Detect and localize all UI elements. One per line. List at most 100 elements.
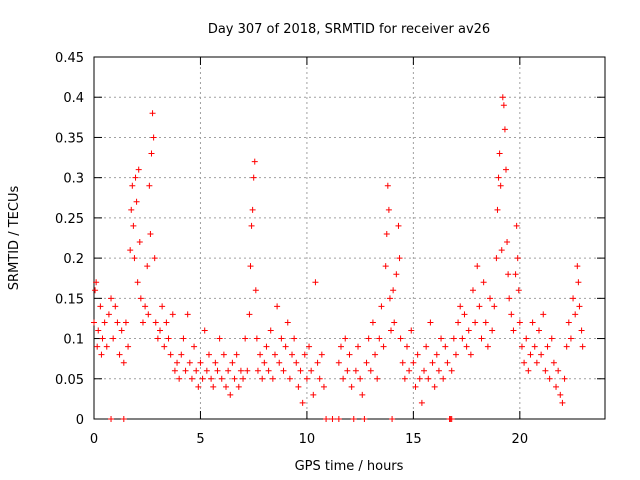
data-point [310, 391, 317, 398]
data-points [91, 94, 586, 422]
data-point [218, 375, 225, 382]
data-point [391, 319, 398, 326]
data-point [401, 375, 408, 382]
data-point [144, 263, 151, 270]
data-point [365, 335, 372, 342]
data-point [555, 367, 562, 374]
data-point [267, 327, 274, 334]
data-point [303, 375, 310, 382]
data-point [229, 359, 236, 366]
data-point [561, 375, 568, 382]
data-point [261, 359, 268, 366]
data-point [146, 182, 153, 189]
data-point [145, 311, 152, 318]
data-point [501, 126, 508, 133]
data-point [193, 367, 200, 374]
data-point [550, 359, 557, 366]
data-point [369, 319, 376, 326]
data-point [496, 150, 503, 157]
data-point [142, 303, 149, 310]
data-point [130, 222, 137, 229]
data-point [247, 263, 254, 270]
data-point [410, 359, 417, 366]
data-point [135, 166, 142, 173]
data-point [265, 367, 272, 374]
data-point [295, 383, 302, 390]
data-point [459, 335, 466, 342]
data-point [240, 375, 247, 382]
data-point [403, 343, 410, 350]
data-point [208, 375, 215, 382]
data-point [484, 343, 491, 350]
data-point [320, 383, 327, 390]
data-point [251, 158, 258, 165]
data-point [169, 311, 176, 318]
data-point [323, 416, 330, 422]
data-point [314, 359, 321, 366]
data-point [257, 351, 264, 358]
data-point [108, 416, 115, 422]
data-point [306, 343, 313, 350]
data-point [444, 359, 451, 366]
data-point [237, 367, 244, 374]
data-point [408, 327, 415, 334]
data-point [99, 335, 106, 342]
data-point [579, 343, 586, 350]
data-point [570, 295, 577, 302]
data-point [504, 239, 511, 246]
data-point [540, 311, 547, 318]
data-point [499, 94, 506, 101]
data-point [372, 351, 379, 358]
data-point [165, 335, 172, 342]
data-point [350, 416, 357, 422]
data-point [118, 327, 125, 334]
data-point [201, 327, 208, 334]
data-point [575, 279, 582, 286]
plot-frame [93, 56, 606, 420]
data-point [474, 263, 481, 270]
data-point [92, 287, 99, 294]
y-axis-label: SRMTID / TECUs [7, 186, 22, 291]
data-point [254, 367, 261, 374]
data-point [284, 319, 291, 326]
data-point [510, 327, 517, 334]
data-point [529, 319, 536, 326]
data-point [101, 319, 108, 326]
data-point [301, 351, 308, 358]
data-point [557, 391, 564, 398]
data-point [249, 206, 256, 213]
chart-title: Day 307 of 2018, SRMTID for receiver av2… [208, 22, 490, 37]
data-point [514, 255, 521, 262]
data-point [149, 110, 156, 117]
x-tick-label: 0 [90, 432, 98, 447]
data-point [210, 383, 217, 390]
data-point [227, 391, 234, 398]
data-point [395, 222, 402, 229]
data-point [182, 367, 189, 374]
data-point [494, 206, 501, 213]
data-point [500, 102, 507, 109]
data-point [438, 335, 445, 342]
data-point [133, 198, 140, 205]
data-point [176, 375, 183, 382]
data-point [223, 383, 230, 390]
data-point [203, 367, 210, 374]
data-point [299, 399, 306, 406]
data-point [512, 271, 519, 278]
data-point [286, 375, 293, 382]
data-point [120, 359, 127, 366]
data-point [535, 327, 542, 334]
data-point [567, 335, 574, 342]
data-point [361, 416, 368, 422]
data-point [374, 375, 381, 382]
data-point [367, 367, 374, 374]
data-point [163, 319, 170, 326]
data-point [352, 367, 359, 374]
data-point [231, 375, 238, 382]
data-point [157, 327, 164, 334]
data-point [129, 182, 136, 189]
y-axis: 0 0.05 0.1 0.15 0.2 0.25 0.3 0.35 0.4 0.45 [55, 51, 605, 428]
data-point [544, 343, 551, 350]
data-point [389, 416, 396, 422]
